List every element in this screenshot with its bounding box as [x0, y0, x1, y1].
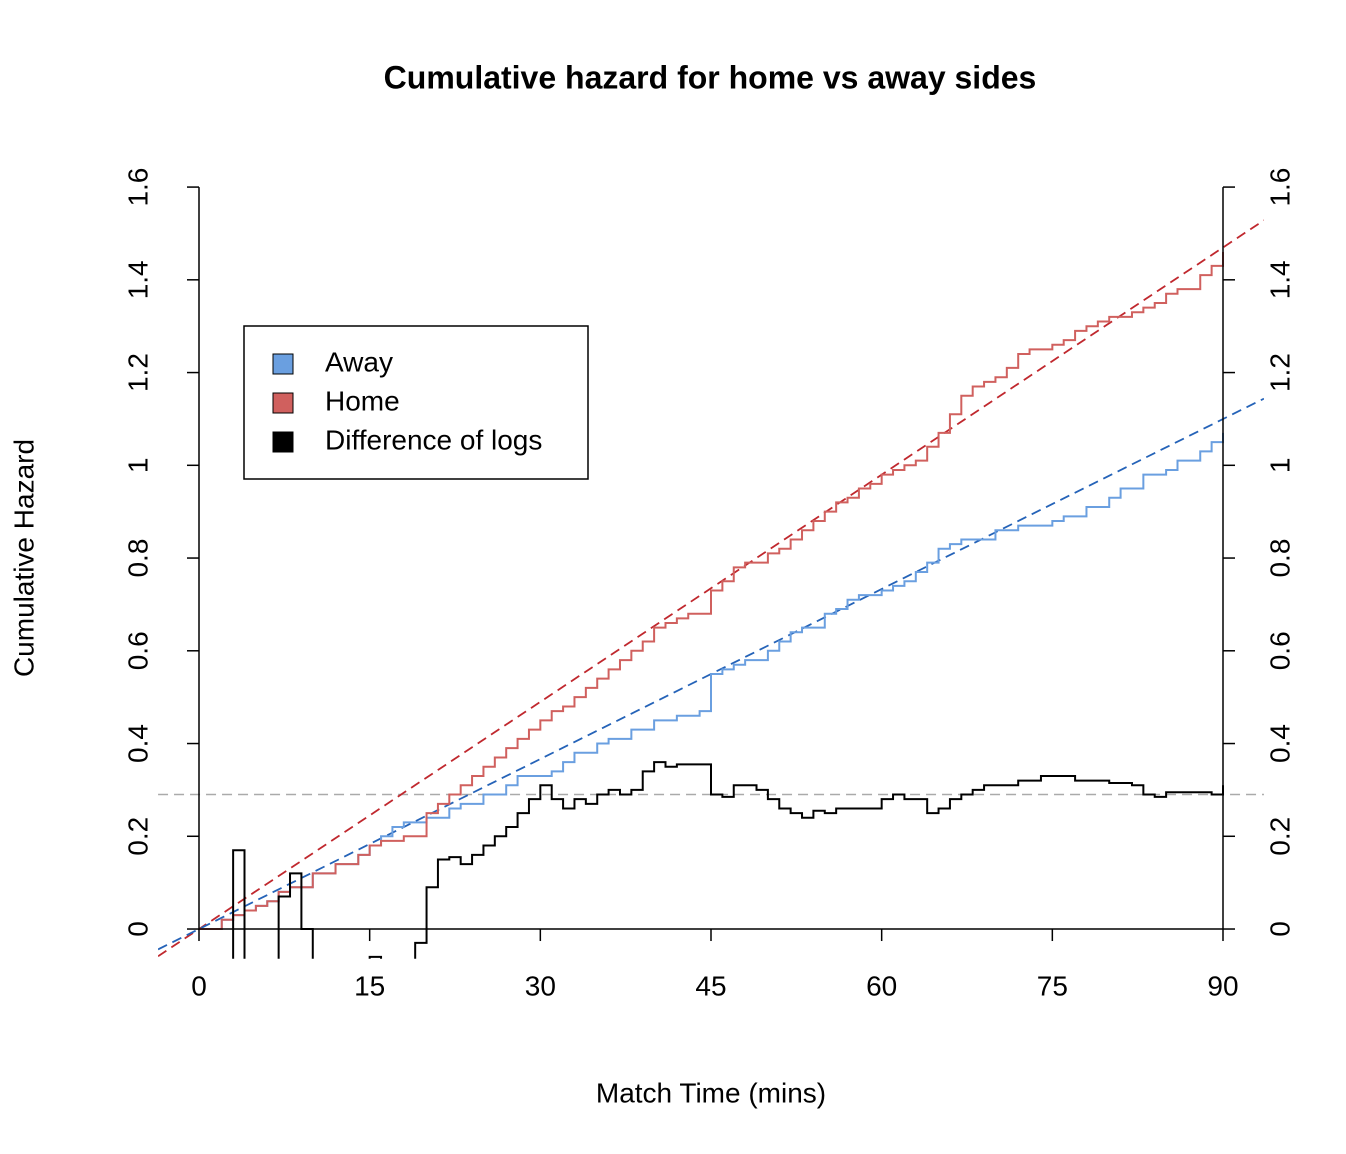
plot-area [158, 219, 1264, 959]
y2-tick-label: 0 [1264, 921, 1295, 937]
axes: 0 15 30 45 60 75 90 0 0.2 0.4 0.6 0.8 1 1.2 1.4 1.6 0 0.2… [122, 168, 1295, 1002]
y2-tick-label: 1 [1264, 458, 1295, 474]
chart-title: Cumulative hazard for home vs away sides [384, 59, 1037, 95]
legend-label: Home [325, 385, 400, 416]
legend-swatch [272, 431, 294, 453]
x-tick-label: 90 [1207, 970, 1238, 1001]
y-tick-label: 1.6 [122, 168, 153, 207]
y-tick-label: 1.4 [122, 260, 153, 299]
x-tick-label: 75 [1037, 970, 1068, 1001]
legend-label: Difference of logs [325, 424, 542, 455]
step-line [232, 761, 1224, 959]
reference-line [158, 219, 1264, 958]
y-tick-label: 0 [122, 921, 153, 937]
y-tick-label: 0.4 [122, 724, 153, 763]
y2-tick-label: 0.4 [1264, 724, 1295, 763]
legend-swatch [272, 353, 294, 375]
legend-label: Away [325, 346, 393, 377]
legend-box [243, 325, 589, 480]
y2-tick-label: 0.8 [1264, 539, 1295, 578]
y2-tick-label: 1.4 [1264, 260, 1295, 299]
y-tick-label: 0.2 [122, 817, 153, 856]
x-tick-label: 45 [695, 970, 726, 1001]
x-tick-label: 30 [525, 970, 556, 1001]
step-line [199, 251, 1224, 931]
step-line [199, 432, 1224, 931]
y2-tick-label: 0.2 [1264, 817, 1295, 856]
legend: Away Home Difference of logs [243, 325, 589, 480]
y-tick-label: 1 [122, 458, 153, 474]
x-axis-label: Match Time (mins) [596, 1077, 826, 1108]
y-tick-label: 1.2 [122, 353, 153, 392]
y-axis-label: Cumulative Hazard [8, 439, 39, 677]
x-tick-label: 15 [354, 970, 385, 1001]
y-tick-label: 0.6 [122, 631, 153, 670]
y2-tick-label: 1.6 [1264, 168, 1295, 207]
y2-tick-label: 1.2 [1264, 353, 1295, 392]
y2-tick-label: 0.6 [1264, 631, 1295, 670]
x-tick-label: 60 [866, 970, 897, 1001]
legend-swatch [272, 392, 294, 414]
y-tick-label: 0.8 [122, 539, 153, 578]
x-tick-label: 0 [191, 970, 207, 1001]
